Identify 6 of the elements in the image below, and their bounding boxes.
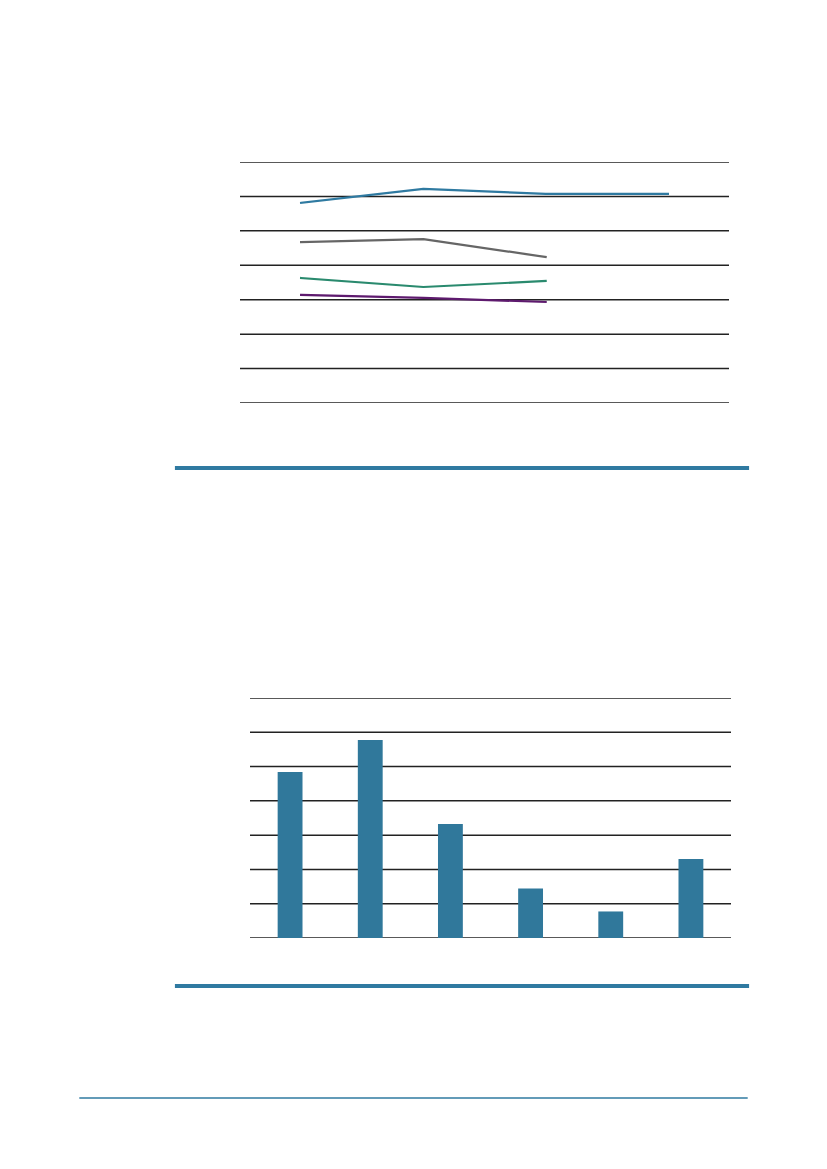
bar — [357, 739, 383, 938]
bar — [518, 888, 544, 938]
bar — [277, 772, 303, 938]
bar — [437, 823, 463, 938]
bar — [598, 911, 624, 938]
bar — [678, 858, 704, 938]
